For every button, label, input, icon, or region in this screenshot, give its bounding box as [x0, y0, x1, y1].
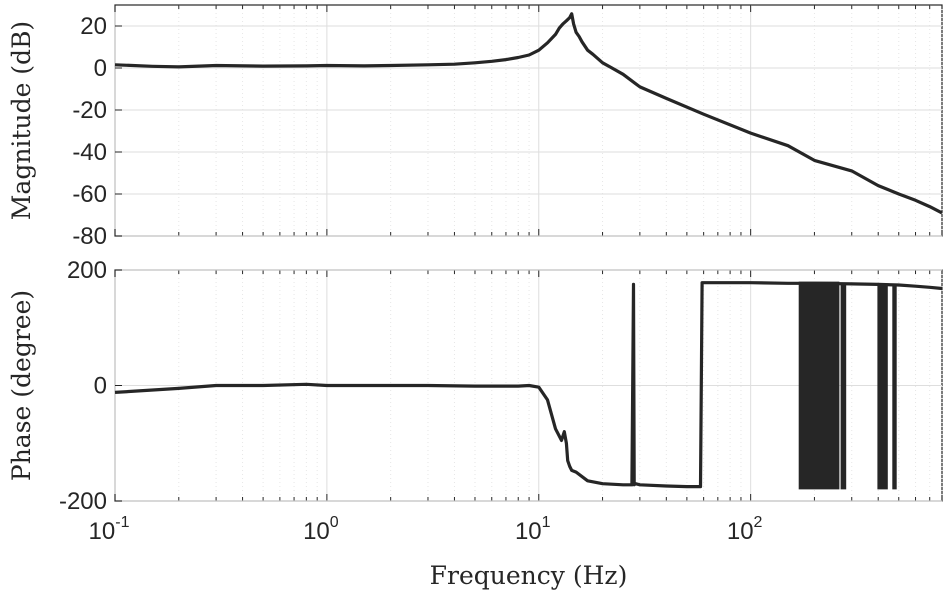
- phase-y-tick-label: 0: [94, 373, 107, 400]
- magnitude-panel: 20 0 -20 -40 -60 -80 Magnitude (dB): [7, 4, 943, 250]
- phase-wrap-band: [892, 284, 897, 490]
- magnitude-y-tick-label: -80: [72, 223, 107, 250]
- magnitude-y-tick-label: 0: [94, 55, 107, 82]
- phase-wrap-band: [877, 284, 888, 490]
- phase-y-tick-label: -200: [59, 488, 107, 515]
- phase-wrap-band: [798, 281, 840, 490]
- phase-y-axis-label: Phase (degree): [7, 290, 36, 481]
- phase-series: [114, 281, 943, 489]
- phase-y-ticks: 200 0 -200: [59, 257, 122, 515]
- x-tick-label: 10-1: [89, 514, 130, 545]
- phase-panel: 200 0 -200 10-1 100 101 102 Phase (degree) Fr…: [7, 257, 943, 590]
- x-tick-label: 102: [727, 514, 763, 545]
- magnitude-y-ticks: 20 0 -20 -40 -60 -80: [72, 13, 122, 250]
- magnitude-y-axis-label: Magnitude (dB): [7, 21, 36, 220]
- frequency-x-axis-label: Frequency (Hz): [430, 561, 628, 590]
- x-tick-label: 100: [303, 514, 339, 545]
- magnitude-y-tick-label: -40: [72, 139, 107, 166]
- magnitude-axes-frame: [114, 4, 943, 237]
- magnitude-grid: [114, 5, 943, 237]
- phase-y-tick-label: 200: [67, 257, 107, 284]
- phase-wrap-band: [840, 284, 847, 490]
- phase-line: [114, 281, 943, 489]
- magnitude-y-tick-label: 20: [80, 13, 107, 40]
- magnitude-y-tick-label: -60: [72, 181, 107, 208]
- magnitude-series: [114, 12, 943, 215]
- phase-grid: [114, 269, 943, 502]
- phase-wrap-bands: [798, 281, 897, 490]
- magnitude-line: [114, 12, 943, 215]
- frequency-x-ticks: 10-1 100 101 102: [89, 514, 763, 545]
- x-tick-label: 101: [515, 514, 551, 545]
- magnitude-y-tick-label: -20: [72, 97, 107, 124]
